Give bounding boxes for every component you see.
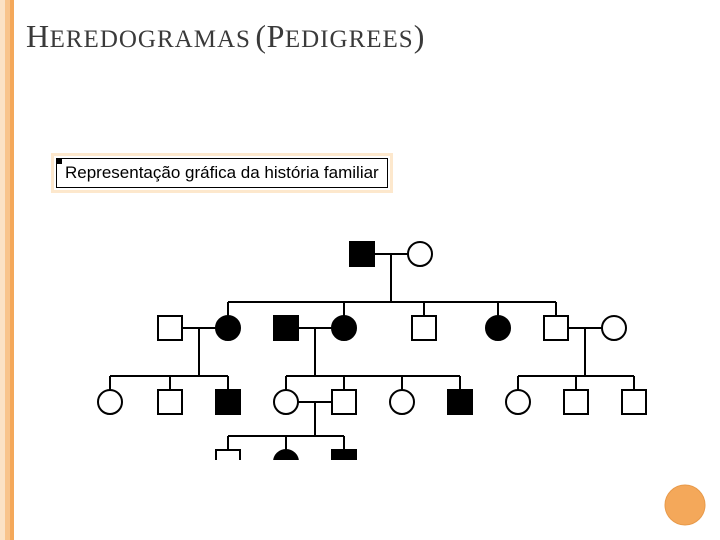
pedigree-node-g2d	[332, 316, 356, 340]
left-accent-stripes	[0, 0, 14, 540]
slide: HEREDOGRAMAS (PEDIGREES) Representação g…	[0, 0, 720, 540]
pedigree-node-g3h	[506, 390, 530, 414]
pedigree-node-g3f	[390, 390, 414, 414]
pedigree-node-g1m	[350, 242, 374, 266]
pedigree-node-g4b	[274, 450, 298, 460]
accent-circle	[664, 484, 706, 526]
subtitle-box: Representação gráfica da história famili…	[56, 158, 388, 188]
pedigree-node-g3d	[274, 390, 298, 414]
pedigree-node-g2e	[412, 316, 436, 340]
pedigree-node-g2c	[274, 316, 298, 340]
pedigree-node-g2g	[544, 316, 568, 340]
pedigree-node-g2f	[486, 316, 510, 340]
pedigree-node-g3g	[448, 390, 472, 414]
pedigree-node-g4a	[216, 450, 240, 460]
pedigree-node-g3e	[332, 390, 356, 414]
pedigree-node-g3c	[216, 390, 240, 414]
pedigree-node-g1f	[408, 242, 432, 266]
pedigree-node-g2b	[216, 316, 240, 340]
stripe-3	[10, 0, 14, 540]
pedigree-node-g2h	[602, 316, 626, 340]
subtitle-text: Representação gráfica da história famili…	[56, 158, 388, 188]
pedigree-chart	[90, 230, 650, 460]
page-title: HEREDOGRAMAS (PEDIGREES)	[26, 18, 425, 55]
pedigree-node-g4c	[332, 450, 356, 460]
pedigree-node-g3a	[98, 390, 122, 414]
pedigree-node-g2a	[158, 316, 182, 340]
pedigree-node-g3b	[158, 390, 182, 414]
pedigree-node-g3i	[564, 390, 588, 414]
pedigree-node-g3j	[622, 390, 646, 414]
